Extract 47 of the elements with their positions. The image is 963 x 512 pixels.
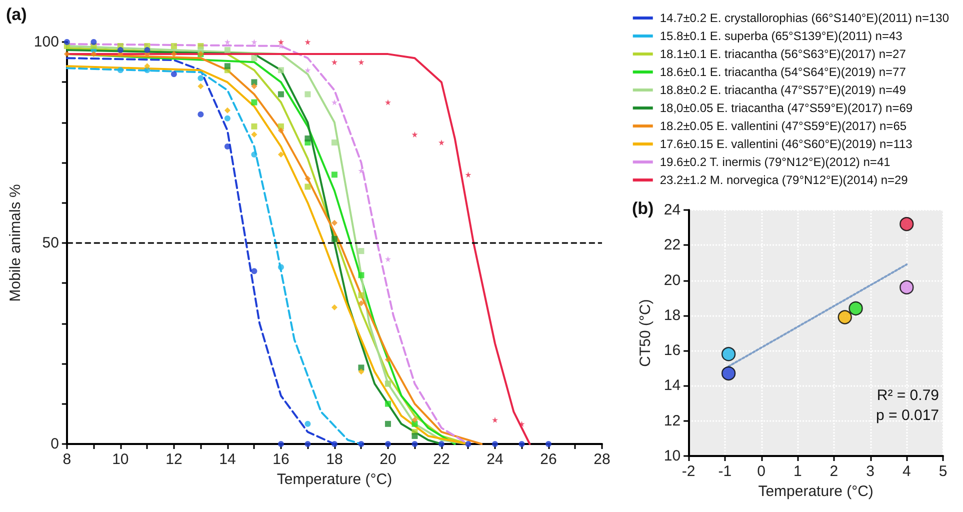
annotation: p = 0.017 [876, 407, 940, 424]
x-tick-label: 26 [540, 451, 557, 468]
legend-label: 14.7±0.2 E. crystallorophias (66°S140°E)(2011) n=130 [660, 11, 950, 25]
text: (b) [632, 199, 654, 218]
x-axis-title: Temperature (°C) [758, 482, 874, 500]
x-tick-label: 20 [380, 451, 396, 468]
x-tick-label: 1 [793, 463, 802, 480]
x-tick-label: -2 [682, 463, 696, 480]
x-tick-label: 16 [272, 451, 290, 468]
legend-label: 19.6±0.2 T. inermis (79°N12°E)(2012) n=41 [660, 155, 891, 169]
x-tick-label: 3 [866, 463, 874, 480]
x-tick-label: 24 [486, 451, 504, 468]
x-tick-label: 0 [757, 463, 766, 480]
x-tick-label: 4 [902, 463, 911, 480]
y-tick-label: 16 [664, 342, 681, 360]
legend-label: 18.2±0.05 E. vallentini (47°S59°E)(2017) n=65 [660, 119, 907, 133]
y-tick-label: 22 [664, 236, 681, 254]
y-axis-title: Mobile animals % [7, 184, 24, 302]
y-tick-label: 14 [664, 377, 681, 394]
x-tick-label: 22 [433, 451, 450, 468]
y-tick-label: 18 [664, 306, 681, 324]
legend-label: 23.2±1.2 M. norvegica (79°N12°E)(2014) n=29 [660, 173, 908, 187]
x-tick-label: 12 [166, 451, 182, 468]
x-tick-label: 2 [830, 463, 838, 480]
y-tick-label: 12 [664, 412, 681, 430]
x-tick-label: 28 [594, 451, 610, 468]
x-tick-label: 8 [62, 451, 72, 468]
legend-label: 18,0±0.05 E. triacantha (47°S59°E)(2017) n=69 [660, 101, 913, 115]
legend-label: 18.6±0.1 E. triacantha (54°S64°E)(2019) n=77 [660, 65, 906, 79]
annotation: R² = 0.79 [876, 387, 940, 404]
x-tick-label: 10 [112, 451, 129, 468]
y-tick-label: 24 [664, 202, 681, 218]
y-tick-label: 0 [50, 436, 59, 452]
y-tick-label: 20 [664, 272, 681, 289]
y-tick-label: 100 [34, 34, 59, 50]
legend-label: 17.6±0.15 E. vallentini (46°S60°E)(2019) n=113 [660, 137, 913, 151]
legend-label: 18.8±0.2 E. triacantha (47°S57°E)(2019) n=49 [660, 83, 906, 97]
y-axis-title: CT50 (°C) [637, 299, 654, 367]
legend-label: 18.1±0.1 E. triacantha (56°S63°E)(2017) n=27 [660, 47, 906, 61]
x-tick-label: 5 [938, 463, 948, 480]
y-tick-label: 50 [42, 234, 59, 252]
x-tick-label: -1 [718, 463, 732, 480]
x-tick-label: 14 [219, 451, 236, 468]
text: (a) [6, 5, 27, 24]
x-axis-title: Temperature (°C) [276, 471, 392, 488]
x-tick-label: 18 [326, 451, 343, 468]
legend-label: 15.8±0.1 E. superba (65°S139°E)(2011) n=43 [660, 29, 903, 43]
